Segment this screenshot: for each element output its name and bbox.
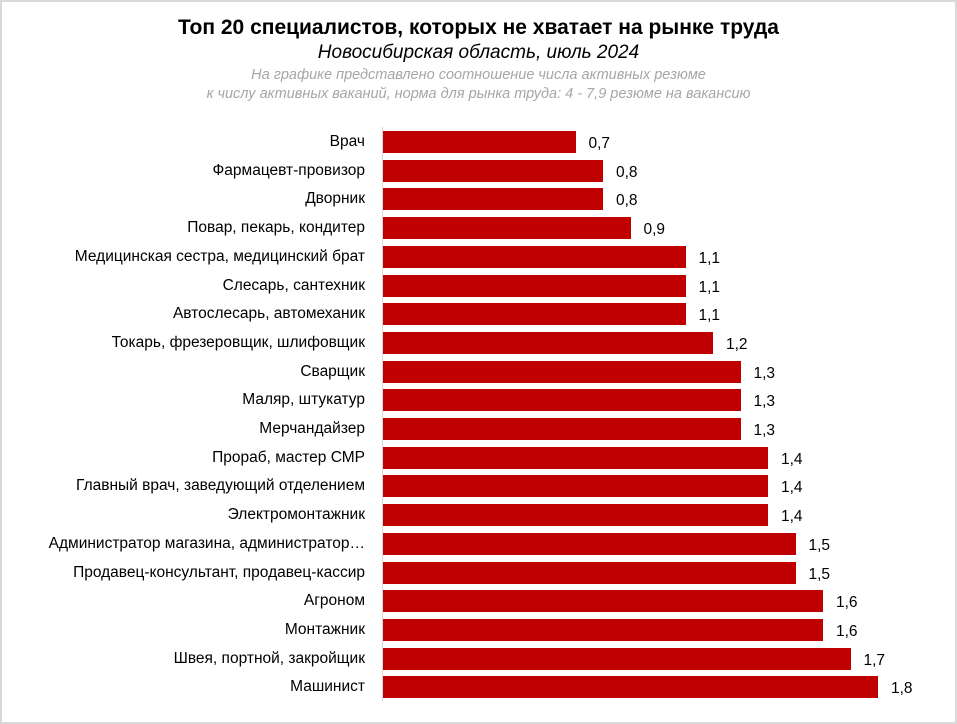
bar [383,475,768,498]
bar-row: Продавец-консультант, продавец-кассир 1,5 [0,561,957,584]
bar-row: Агроном 1,6 [0,590,957,613]
category-label: Прораб, мастер СМР [212,448,365,466]
bar [383,618,823,641]
bar-row: Маляр, штукатур 1,3 [0,389,957,412]
category-label: Врач [329,133,365,150]
value-label: 0,7 [588,135,611,152]
bar-row: Фармацевт-провизор 0,8 [0,159,957,182]
bar-row: Мерчандайзер 1,3 [0,418,957,440]
bar [383,561,796,584]
value-label: 1,3 [753,393,776,411]
category-label: Автослесарь, автомеханик [172,305,365,323]
bar-row: Прораб, мастер СМР 1,4 [0,446,957,469]
chart-note-line-1: На графике представлено соотношение числ… [251,67,706,83]
bar [383,590,823,613]
bar [383,303,686,326]
bar-row: Монтажник 1,6 [0,618,957,641]
bar-row: Повар, пекарь, кондитер 0,9 [0,217,957,240]
category-label: Продавец-консультант, продавец-кассир [73,563,365,581]
category-label: Повар, пекарь, кондитер [187,219,365,237]
value-label: 1,6 [836,622,858,640]
bar [383,245,686,268]
value-label: 0,8 [616,192,638,210]
value-label: 1,3 [753,364,776,382]
bar [383,360,741,383]
bar-row: Главный врач, заведующий отделением 1,4 [0,475,957,498]
bar-row: Врач 0,7 [0,131,957,153]
category-label: Маляр, штукатур [242,391,365,409]
bar [383,389,741,412]
value-label: 1,4 [781,508,803,526]
bar-row: Слесарь, сантехник 1,1 [0,274,957,297]
bar-row: Швея, портной, закройщик 1,7 [0,647,957,670]
value-label: 1,2 [726,335,748,353]
value-label: 1,4 [781,450,803,468]
bar-row: Сварщик 1,3 [0,360,957,383]
value-label: 1,6 [836,594,858,612]
bar [383,446,768,469]
bar [383,676,878,699]
category-label: Дворник [305,190,365,208]
bar-row: Администратор магазина, администратор… 1,… [0,532,957,555]
bar [383,131,576,153]
category-label: Медицинская сестра, медицинский брат [74,247,365,265]
value-label: 0,9 [643,221,666,239]
value-label: 1,8 [891,680,913,698]
category-label: Машинист [290,678,365,696]
bar-row: Машинист 1,8 [0,676,957,699]
bar [383,532,796,555]
bar [383,418,741,440]
category-label: Администратор магазина, администратор… [48,534,365,552]
category-label: Мерчандайзер [259,420,365,437]
bar-row: Автослесарь, автомеханик 1,1 [0,303,957,326]
value-label: 0,8 [616,163,638,181]
chart-title: Топ 20 специалистов, которых не хватает … [178,16,779,39]
chart-subtitle: Новосибирская область, июль 2024 [317,42,640,63]
bar [383,159,603,182]
bar [383,188,603,211]
category-label: Фармацевт-провизор [212,161,365,179]
category-label: Сварщик [300,362,365,380]
value-label: 1,3 [753,422,776,439]
value-label: 1,5 [808,536,831,554]
bar [383,331,713,354]
bar [383,504,768,527]
category-label: Токарь, фрезеровщик, шлифовщик [111,333,365,351]
bar [383,647,851,670]
bar-row: Медицинская сестра, медицинский брат 1,1 [0,245,957,268]
bar-row: Дворник 0,8 [0,188,957,211]
category-label: Слесарь, сантехник [222,276,365,294]
bar [383,274,686,297]
value-label: 1,1 [698,278,721,296]
category-label: Монтажник [284,620,365,638]
value-label: 1,7 [863,651,886,669]
category-axis-line [382,127,383,701]
value-label: 1,5 [808,565,831,583]
category-label: Швея, портной, закройщик [173,649,365,667]
bar [383,217,631,240]
bar-row: Электромонтажник 1,4 [0,504,957,527]
value-label: 1,4 [781,479,803,497]
category-label: Главный врач, заведующий отделением [76,477,365,495]
chart-note-line-2: к числу активных ваканий, норма для рынк… [206,86,751,102]
category-label: Электромонтажник [227,506,365,524]
bar-row: Токарь, фрезеровщик, шлифовщик 1,2 [0,331,957,354]
category-label: Агроном [303,592,365,610]
value-label: 1,1 [698,249,721,267]
value-label: 1,1 [698,307,721,325]
